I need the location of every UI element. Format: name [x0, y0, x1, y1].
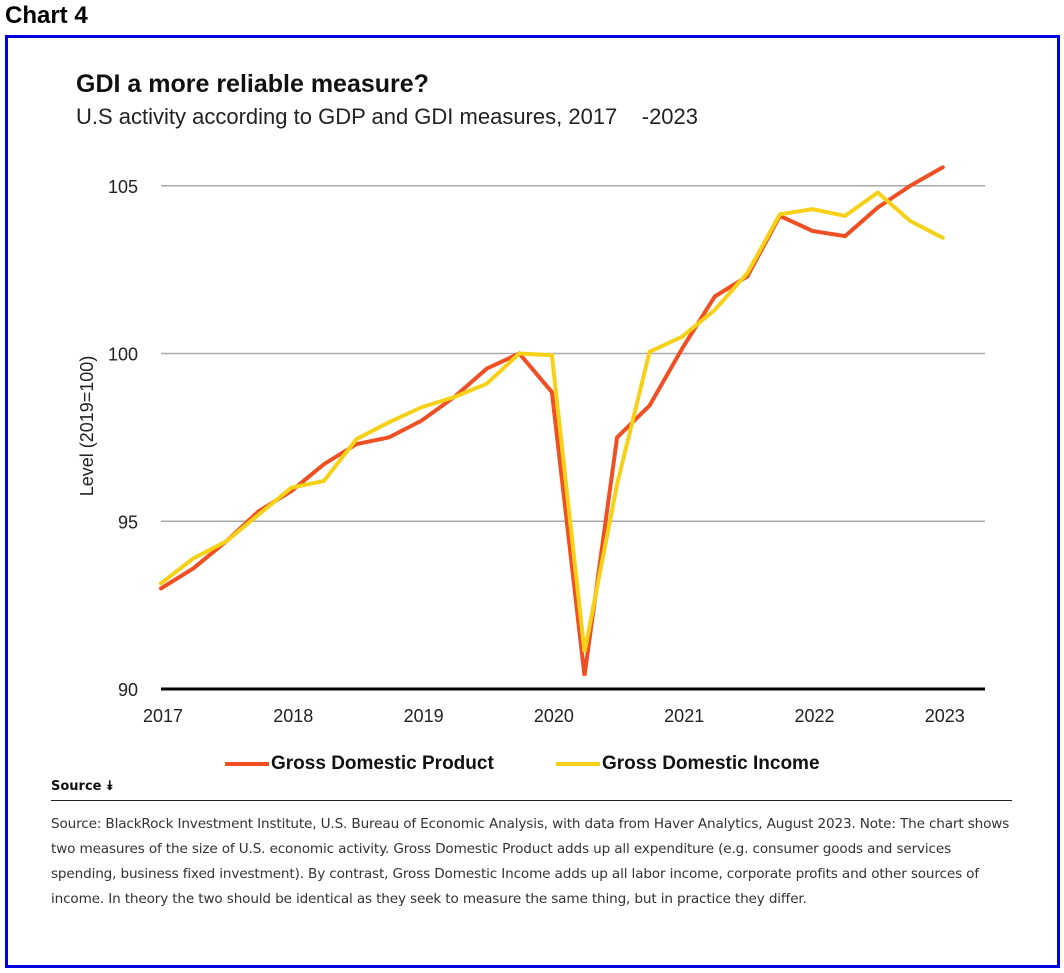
x-tick-label: 2022 — [794, 706, 834, 726]
x-tick-label: 2018 — [273, 706, 313, 726]
x-tick-label: 2021 — [664, 706, 704, 726]
series-line-gdp — [159, 165, 945, 676]
source-note-text: Source: BlackRock Investment Institute, … — [51, 816, 1010, 907]
x-tick-label: 2023 — [925, 706, 965, 726]
legend-item-gdp: Gross Domestic Product — [225, 753, 494, 775]
x-tick-label: 2020 — [534, 706, 574, 726]
series-line-gdi — [159, 189, 945, 653]
y-tick-label: 95 — [118, 512, 138, 532]
legend-label-gdp: Gross Domestic Product — [271, 753, 494, 774]
legend-swatch-gdi — [556, 762, 600, 766]
x-tick-label: 2017 — [143, 706, 183, 726]
source-toggle-label: Source — [51, 779, 102, 794]
y-tick-label: 100 — [108, 345, 138, 365]
chart-number-label: Chart 4 — [5, 2, 88, 29]
x-tick-label: 2019 — [404, 706, 444, 726]
y-tick-label: 90 — [118, 680, 138, 700]
chart-frame — [5, 35, 1060, 968]
series-lines — [159, 165, 945, 676]
y-axis-ticks: 90 95 100 105 — [108, 177, 138, 700]
divider — [51, 800, 1012, 801]
y-tick-label: 105 — [108, 177, 138, 197]
chart-subtitle: U.S activity according to GDP and GDI me… — [76, 104, 699, 129]
source-notes: Source: BlackRock Investment Institute, … — [51, 812, 1011, 912]
chart-title: GDI a more reliable measure? — [76, 70, 429, 98]
legend-swatch-gdp — [225, 762, 269, 766]
y-axis-label: Level (2019=100) — [77, 356, 97, 497]
source-toggle-button[interactable]: Source ⯯ — [51, 779, 114, 794]
x-axis-ticks: 2017 2018 2019 2020 2021 2022 2023 — [143, 706, 965, 726]
legend-label-gdi: Gross Domestic Income — [602, 753, 820, 774]
legend: Gross Domestic Product Gross Domestic In… — [0, 753, 1064, 779]
legend-item-gdi: Gross Domestic Income — [556, 753, 820, 775]
double-chevron-down-icon: ⯯ — [106, 779, 114, 794]
gridlines — [161, 185, 985, 691]
